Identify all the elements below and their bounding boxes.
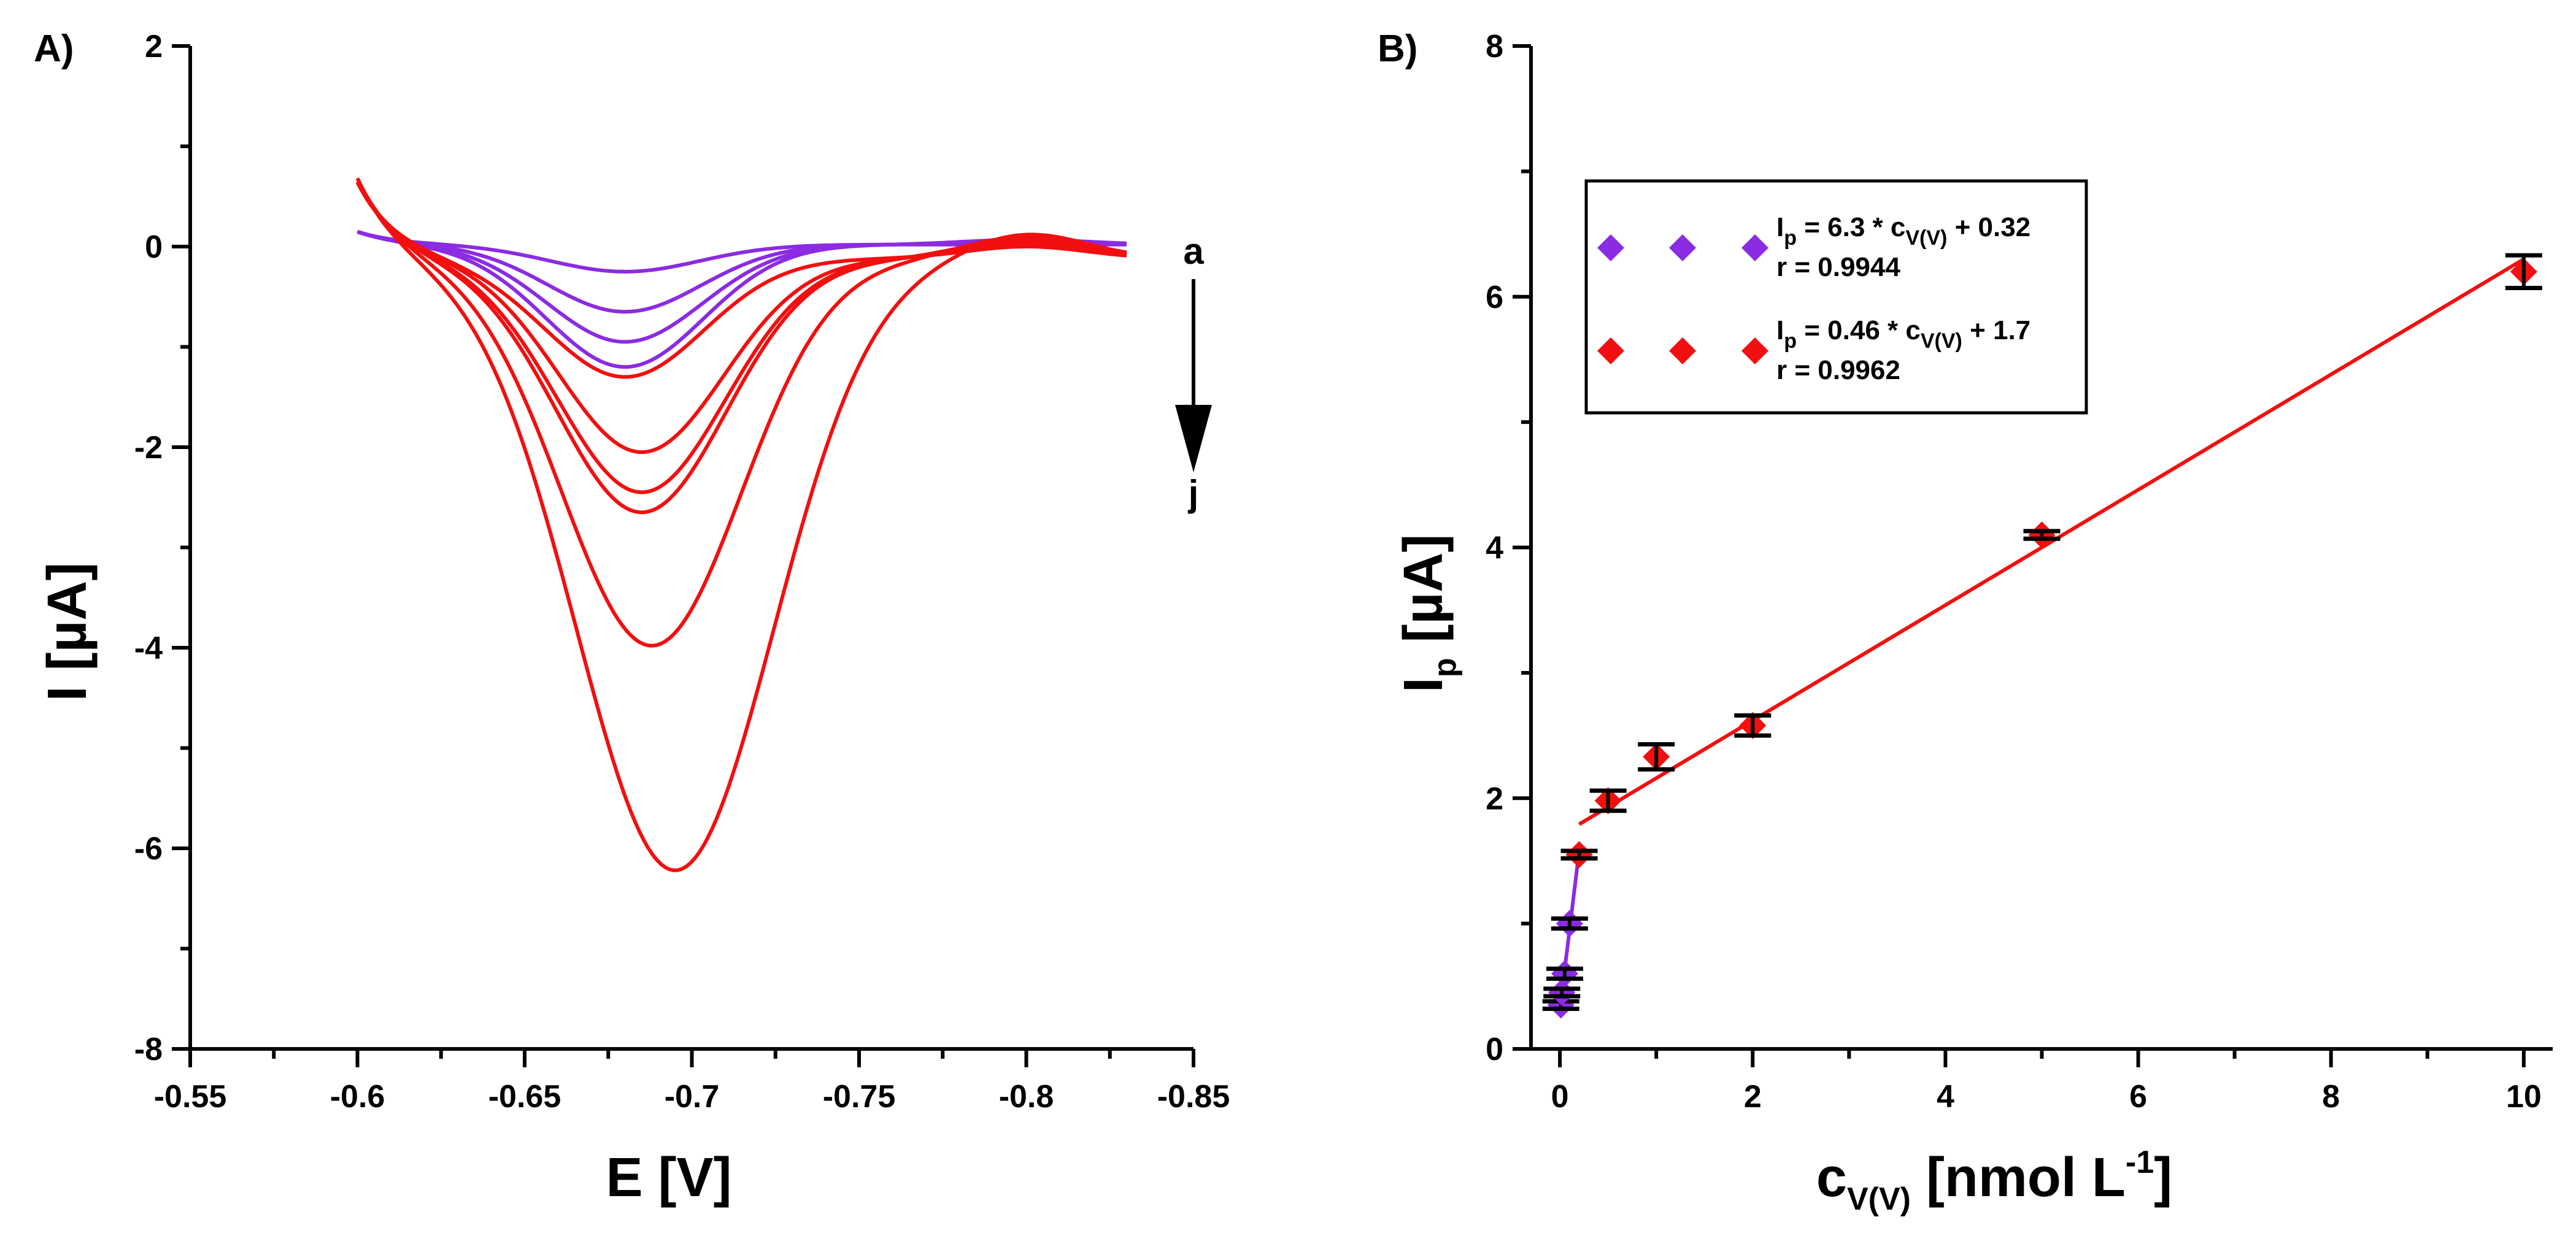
x-tick-label: -0.65 <box>488 1079 561 1115</box>
x-tick-label: -0.75 <box>823 1079 896 1115</box>
y-tick-label: -8 <box>134 1032 163 1067</box>
curve-j <box>355 177 1127 872</box>
x-tick-label: 10 <box>2506 1079 2542 1115</box>
annotation-arrow-head <box>1175 405 1212 472</box>
panel-b-label: B) <box>1378 28 1417 70</box>
annotation-start-label: a <box>1183 231 1204 272</box>
y-ticks: 0 2 4 6 8 <box>1486 29 1531 1067</box>
curve-e <box>355 181 1127 379</box>
panel-a-label: A) <box>34 28 74 70</box>
y-tick-label: 0 <box>1486 1032 1503 1067</box>
y-tick-label: 6 <box>1486 280 1503 315</box>
x-tick-label: 8 <box>2322 1079 2340 1115</box>
panel-a: A) -0.55 -0.6 -0.65 -0.7 -0.75 -0.8 -0.85 2 0 -2… <box>34 28 1230 1208</box>
curve-g <box>355 181 1127 494</box>
legend-r-value: r = 0.9944 <box>1776 252 1900 282</box>
y-axis-label: Ip [µA] <box>1393 534 1463 693</box>
legend-equation: Ip = 6.3 * cV(V) + 0.32 <box>1776 212 2030 250</box>
x-tick-label: -0.8 <box>999 1079 1054 1115</box>
y-tick-label: 2 <box>145 29 163 64</box>
x-tick-label: -0.85 <box>1157 1079 1230 1115</box>
legend-r-value: r = 0.9962 <box>1776 355 1900 385</box>
legend: Ip = 6.3 * cV(V) + 0.32 r = 0.9944 Ip = … <box>1584 179 2088 415</box>
legend-marker <box>1597 337 1624 364</box>
legend-entry-2: Ip = 0.46 * cV(V) + 1.7 r = 0.9962 <box>1597 315 2030 385</box>
x-tick-label: -0.55 <box>154 1079 227 1115</box>
y-tick-label: -6 <box>134 831 163 867</box>
x-tick-label: 0 <box>1551 1079 1569 1115</box>
panel-b: B) 0 2 4 6 8 10 0 2 4 6 8 cV(V) [nmol L-1] Ip [µA… <box>1378 28 2553 1217</box>
y-tick-label: 2 <box>1486 781 1503 816</box>
x-tick-label: 4 <box>1937 1079 1954 1115</box>
legend-marker <box>1741 234 1768 261</box>
y-tick-label: 0 <box>145 229 163 265</box>
x-ticks: 0 2 4 6 8 10 <box>1551 1049 2542 1115</box>
trend-annotation: a j <box>1175 231 1212 514</box>
curve-f <box>355 181 1127 455</box>
x-tick-label: -0.7 <box>665 1079 720 1115</box>
data-points <box>1542 253 2542 1019</box>
annotation-end-label: j <box>1188 473 1199 514</box>
legend-equation: Ip = 0.46 * cV(V) + 1.7 <box>1776 315 2030 353</box>
legend-marker <box>1741 337 1768 364</box>
voltammogram-curves <box>355 177 1127 872</box>
x-tick-label: 6 <box>2129 1079 2147 1115</box>
y-tick-label: -2 <box>134 430 163 466</box>
y-axis-label: I [µA] <box>37 562 98 702</box>
x-axis-label: cV(V) [nmol L-1] <box>1816 1145 2172 1217</box>
legend-box <box>1584 179 2088 415</box>
x-tick-label: 2 <box>1744 1079 1762 1115</box>
legend-entry-1: Ip = 6.3 * cV(V) + 0.32 r = 0.9944 <box>1597 212 2030 282</box>
y-tick-label: 8 <box>1486 29 1503 64</box>
fit-line-2 <box>1578 257 2525 826</box>
legend-marker <box>1669 337 1696 364</box>
legend-marker <box>1669 234 1696 261</box>
x-ticks: -0.55 -0.6 -0.65 -0.7 -0.75 -0.8 -0.85 <box>154 1049 1230 1115</box>
y-ticks: 2 0 -2 -4 -6 -8 <box>134 29 190 1067</box>
x-tick-label: -0.6 <box>330 1079 385 1115</box>
x-axis-label: E [V] <box>606 1147 731 1208</box>
legend-marker <box>1597 234 1624 261</box>
y-tick-label: 4 <box>1486 531 1503 566</box>
y-tick-label: -4 <box>134 631 163 666</box>
